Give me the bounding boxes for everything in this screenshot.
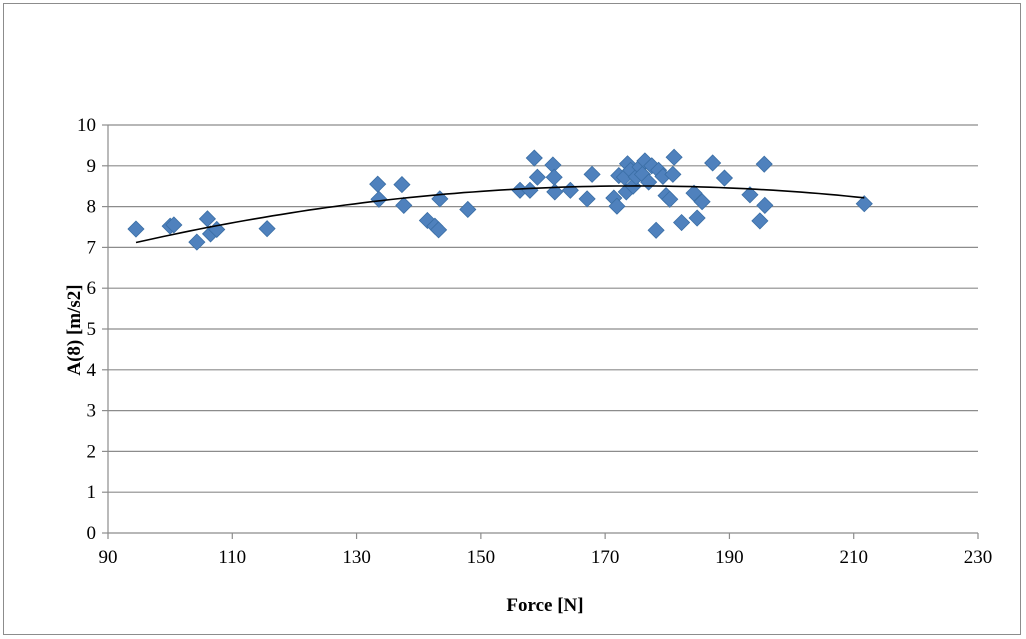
axes	[102, 124, 979, 539]
data-point	[198, 210, 216, 228]
y-tick-label: 3	[87, 401, 97, 422]
data-point	[370, 190, 388, 208]
data-point	[578, 190, 596, 208]
data-point	[561, 181, 579, 199]
data-point	[431, 190, 449, 208]
data-point	[693, 193, 711, 211]
data-point	[756, 196, 774, 214]
y-tick-label: 10	[77, 115, 96, 136]
data-point	[395, 196, 413, 214]
data-point	[647, 221, 665, 239]
data-point	[751, 212, 769, 230]
data-point	[528, 168, 546, 186]
y-tick-label: 5	[87, 319, 97, 340]
data-point	[855, 195, 873, 213]
data-point	[715, 169, 734, 187]
data-point	[127, 220, 145, 238]
x-tick-label: 90	[99, 547, 118, 568]
data-point	[369, 175, 387, 193]
x-tick-label: 130	[342, 547, 371, 568]
x-axis-title: Force [N]	[506, 595, 583, 616]
data-point	[741, 186, 759, 204]
gridlines	[108, 124, 978, 493]
data-point	[755, 155, 773, 173]
y-axis-title: A(8) [m/s2]	[64, 284, 85, 375]
y-tick-labels: 0 1 2 3 4 5 6 7 8 9 10	[77, 115, 97, 544]
data-point	[188, 233, 206, 251]
data-point	[664, 165, 682, 183]
x-tick-label: 230	[964, 547, 993, 568]
x-tick-label: 150	[467, 547, 496, 568]
data-point	[661, 190, 679, 208]
data-point	[685, 184, 703, 202]
data-point	[545, 168, 563, 186]
y-tick-label: 2	[87, 441, 97, 462]
y-tick-label: 9	[87, 156, 97, 177]
data-point	[608, 197, 626, 215]
data-point	[521, 181, 539, 199]
x-tick-label: 110	[218, 547, 246, 568]
data-points	[127, 148, 873, 251]
data-point	[165, 216, 183, 234]
data-point	[583, 165, 601, 183]
y-tick-label: 4	[87, 360, 97, 381]
data-point	[673, 213, 691, 232]
chart-frame	[3, 3, 1021, 635]
data-point	[393, 176, 411, 194]
data-point	[258, 220, 276, 238]
y-tick-label: 1	[87, 482, 97, 503]
trendline	[135, 185, 865, 244]
y-tick-label: 8	[87, 197, 97, 218]
y-tick-label: 7	[87, 237, 97, 258]
data-point	[525, 149, 543, 167]
data-point	[688, 209, 706, 227]
data-point	[430, 221, 448, 239]
x-tick-label: 170	[591, 547, 620, 568]
x-tick-labels: 90 110 130 150 170 190 210 230	[99, 547, 993, 568]
data-point	[546, 183, 564, 201]
y-tick-label: 6	[87, 278, 97, 299]
y-tick-label: 0	[87, 523, 97, 544]
x-tick-label: 210	[839, 547, 868, 568]
data-point	[704, 154, 722, 172]
data-point	[665, 148, 683, 166]
data-point	[459, 200, 477, 219]
x-tick-label: 190	[715, 547, 744, 568]
